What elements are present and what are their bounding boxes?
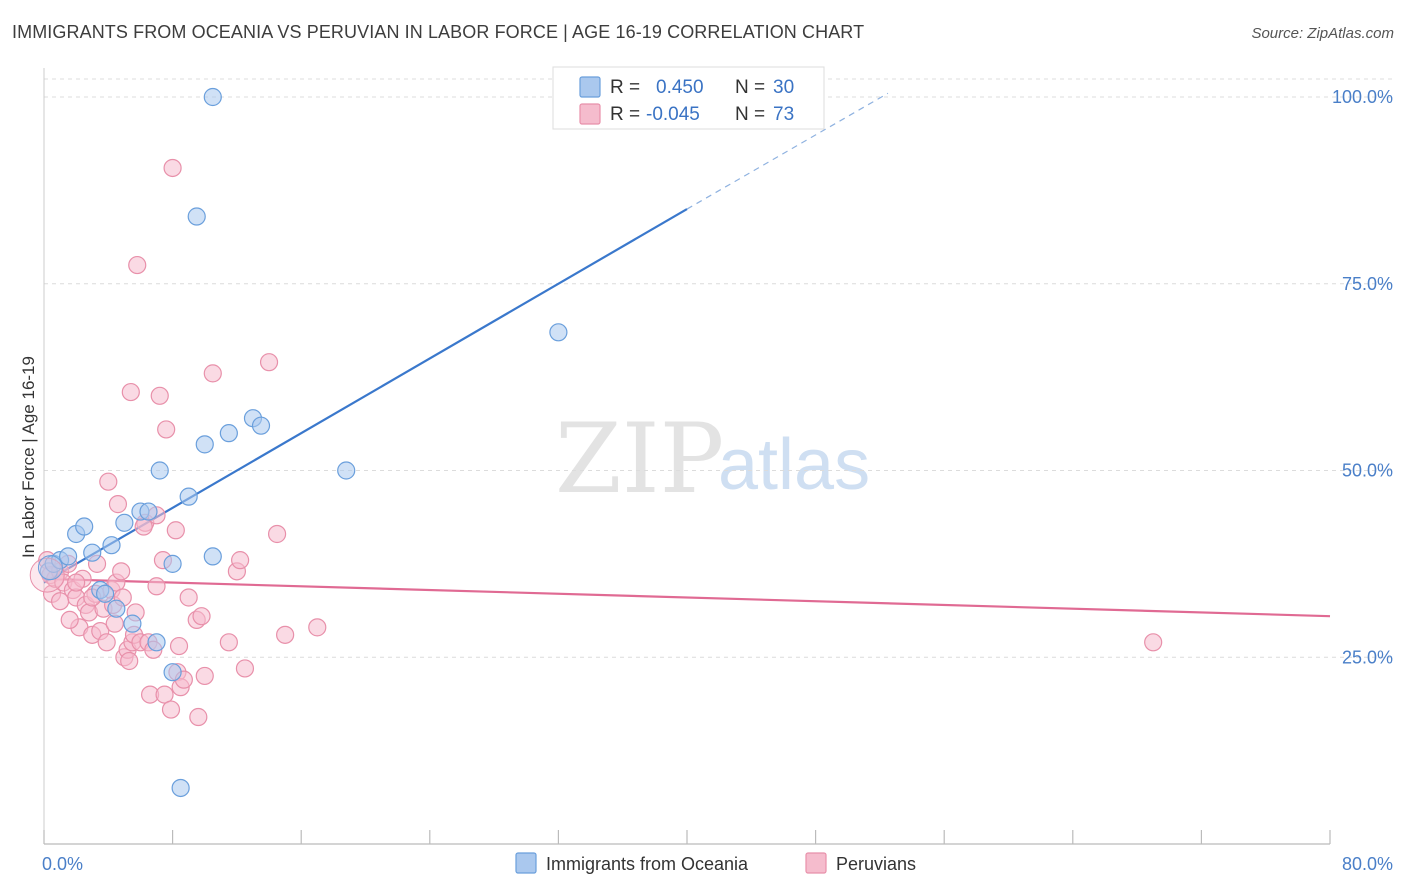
point-oceania-cluster — [37, 555, 63, 581]
legend-r-value-oceania: 0.450 — [656, 77, 704, 98]
point-peruvians-18 — [97, 633, 116, 652]
point-oceania-29 — [549, 323, 568, 342]
legend-n-label-oceania: N = — [735, 77, 765, 98]
point-oceania-21 — [187, 207, 206, 226]
point-peruvians-63 — [308, 618, 327, 637]
point-peruvians-58 — [231, 551, 250, 570]
point-peruvians-52 — [189, 707, 208, 727]
point-oceania-17 — [163, 554, 182, 573]
legend-n-value-peruvians: 73 — [773, 104, 794, 125]
chart-title: IMMIGRANTS FROM OCEANIA VS PERUVIAN IN L… — [12, 22, 865, 42]
point-peruvians-69 — [179, 588, 198, 607]
legend-r-label-oceania: R = — [610, 77, 640, 98]
point-oceania-19 — [171, 778, 190, 798]
chart-source: Source: ZipAtlas.com — [1251, 25, 1394, 42]
point-peruvians-39 — [147, 577, 166, 596]
watermark-atlas: atlas — [718, 425, 870, 505]
point-peruvians-45 — [163, 158, 182, 178]
point-peruvians-23 — [108, 495, 128, 514]
watermark-zip: ZIP — [555, 403, 724, 515]
point-peruvians-60 — [259, 353, 279, 372]
point-oceania-16 — [150, 461, 169, 480]
point-peruvians-19 — [99, 472, 118, 491]
grid-layer — [44, 78, 1392, 658]
point-peruvians-53 — [192, 607, 211, 626]
point-peruvians-55 — [203, 364, 222, 383]
point-oceania-15 — [147, 633, 166, 652]
legend-swatch-peruvians — [579, 103, 601, 125]
point-oceania-3 — [59, 547, 78, 566]
trend-line-1 — [43, 577, 1331, 618]
point-oceania-18 — [163, 663, 182, 682]
y-tick-label-2: 75.0% — [1342, 274, 1393, 294]
point-peruvians-66 — [50, 592, 70, 611]
y-tick-label-1: 50.0% — [1342, 461, 1393, 481]
x-tick-label-right: 80.0% — [1342, 854, 1393, 874]
point-oceania-8 — [95, 584, 115, 603]
trend-line-extension-0 — [686, 92, 889, 210]
points-layer — [29, 87, 1163, 798]
point-oceania-27 — [251, 416, 271, 435]
point-peruvians-56 — [219, 633, 238, 652]
point-peruvians-65 — [67, 573, 86, 592]
bottom-legend-label-peruvians: Peruvians — [836, 854, 916, 874]
point-oceania-22 — [195, 435, 214, 454]
point-peruvians-40 — [150, 386, 169, 405]
point-peruvians-42 — [155, 685, 174, 704]
y-axis-label: In Labor Force | Age 16-19 — [19, 356, 38, 558]
bottom-legend-swatch-oceania — [515, 852, 537, 874]
legend-r-value-peruvians: -0.045 — [646, 104, 700, 125]
bottom-legend-swatch-peruvians — [805, 852, 827, 874]
x-tick-label-left: 0.0% — [42, 854, 83, 874]
point-oceania-14 — [139, 502, 158, 521]
point-peruvians-59 — [235, 659, 255, 678]
point-peruvians-46 — [166, 521, 185, 540]
point-oceania-12 — [123, 614, 142, 633]
point-peruvians-32 — [128, 255, 147, 275]
tick-layer: 25.0% 50.0% 75.0% 100.0% — [43, 87, 1393, 844]
bottom-legend: Immigrants from Oceania Peruvians — [515, 852, 916, 874]
legend-n-label-peruvians: N = — [735, 104, 765, 125]
point-peruvians-72 — [1144, 633, 1163, 652]
y-tick-label-3: 100.0% — [1332, 87, 1393, 107]
point-oceania-24 — [203, 87, 222, 107]
point-oceania-6 — [83, 543, 102, 562]
point-peruvians-54 — [195, 666, 214, 686]
bottom-legend-label-oceania: Immigrants from Oceania — [546, 854, 749, 874]
point-oceania-20 — [179, 487, 198, 506]
point-oceania-23 — [203, 547, 222, 566]
legend-r-label-peruvians: R = — [610, 104, 640, 125]
point-oceania-10 — [107, 599, 126, 618]
point-oceania-28 — [337, 461, 356, 480]
point-peruvians-43 — [157, 420, 176, 439]
point-oceania-5 — [75, 517, 94, 536]
top-legend: R = 0.450 N = 30 R = -0.045 N = 73 — [552, 66, 825, 130]
legend-n-value-oceania: 30 — [773, 77, 794, 98]
point-oceania-9 — [102, 536, 121, 555]
point-peruvians-48 — [169, 636, 189, 656]
trend-layer — [43, 92, 1331, 618]
point-peruvians-24 — [112, 562, 131, 581]
y-tick-label-0: 25.0% — [1342, 647, 1393, 667]
point-peruvians-61 — [267, 524, 287, 544]
point-peruvians-28 — [121, 382, 140, 402]
point-oceania-25 — [219, 424, 238, 443]
point-peruvians-71 — [120, 651, 139, 671]
point-oceania-11 — [115, 513, 134, 532]
legend-swatch-oceania — [579, 76, 601, 98]
point-peruvians-62 — [276, 625, 295, 644]
point-peruvians-44 — [161, 700, 181, 719]
point-peruvians-70 — [105, 614, 124, 633]
point-peruvians-67 — [60, 610, 79, 630]
